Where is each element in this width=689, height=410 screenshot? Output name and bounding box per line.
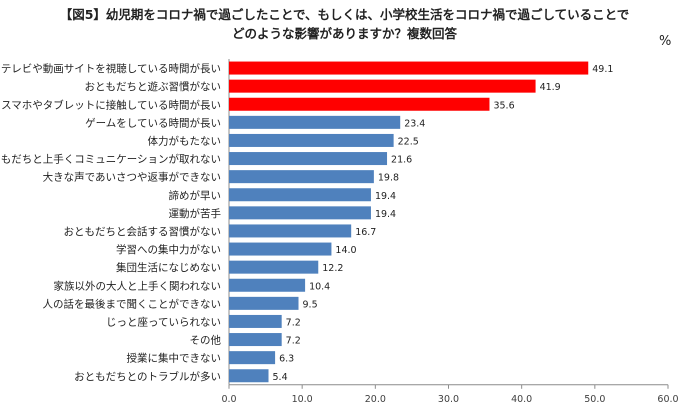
x-tick-label: 20.0 bbox=[365, 394, 386, 405]
bar bbox=[229, 333, 282, 347]
category-label: 集団生活になじめない bbox=[116, 261, 221, 274]
value-label: 35.6 bbox=[493, 100, 514, 111]
value-label: 5.4 bbox=[273, 372, 288, 383]
value-label: 9.5 bbox=[303, 299, 318, 310]
category-label: おともだちと会話する習慣がない bbox=[64, 225, 222, 238]
x-tick-label: 10.0 bbox=[292, 394, 313, 405]
value-label: 19.4 bbox=[375, 209, 396, 220]
bar bbox=[229, 115, 401, 129]
x-tick-label: 0.0 bbox=[221, 394, 236, 405]
bar bbox=[229, 79, 536, 93]
bar bbox=[229, 260, 319, 274]
bar bbox=[229, 224, 352, 238]
value-label: 14.0 bbox=[335, 245, 356, 256]
category-label: 大きな声であいさつや返事ができない bbox=[43, 171, 221, 184]
value-label: 19.4 bbox=[375, 191, 396, 202]
value-label: 10.4 bbox=[309, 281, 330, 292]
chart-title-line1: 【図5】幼児期をコロナ禍で過ごしたことで、もしくは、小学校生活をコロナ禍で過ごし… bbox=[59, 7, 630, 22]
bar bbox=[229, 188, 371, 202]
value-label: 7.2 bbox=[286, 336, 301, 347]
bar bbox=[229, 242, 332, 256]
unit-label: % bbox=[659, 34, 672, 49]
category-label: 体力がもたない bbox=[148, 134, 222, 147]
category-label: テレビや動画サイトを視聴している時間が長い bbox=[1, 62, 221, 75]
value-label: 19.8 bbox=[378, 173, 399, 184]
bar bbox=[229, 369, 269, 383]
category-label: 諦めが早い bbox=[169, 189, 222, 202]
category-label: 運動が苦手 bbox=[169, 207, 222, 220]
bar bbox=[229, 351, 276, 365]
x-tick-label: 40.0 bbox=[511, 394, 532, 405]
category-label: その他 bbox=[190, 334, 222, 347]
value-label: 23.4 bbox=[404, 118, 425, 129]
category-label: スマホやタブレットに接触している時間が長い bbox=[1, 98, 221, 111]
bar bbox=[229, 152, 388, 166]
value-label: 12.2 bbox=[322, 263, 343, 274]
category-label: おともだちと上手くコミュニケーションが取れない bbox=[0, 153, 221, 166]
value-label: 7.2 bbox=[286, 317, 301, 328]
bar bbox=[229, 97, 490, 111]
value-label: 22.5 bbox=[398, 136, 419, 147]
category-label: 家族以外の大人と上手く関われない bbox=[54, 279, 221, 292]
value-label: 16.7 bbox=[355, 227, 376, 238]
x-tick-label: 50.0 bbox=[584, 394, 605, 405]
bar bbox=[229, 296, 299, 310]
bar bbox=[229, 133, 394, 147]
x-tick-label: 60.0 bbox=[657, 394, 678, 405]
category-label: おともだちとのトラブルが多い bbox=[74, 370, 221, 383]
value-label: 49.1 bbox=[592, 64, 613, 75]
category-label: じっと座っていられない bbox=[106, 315, 221, 328]
bar bbox=[229, 206, 371, 220]
category-label: おともだちと遊ぶ習慣がない bbox=[85, 80, 222, 93]
value-label: 41.9 bbox=[540, 82, 561, 93]
value-label: 6.3 bbox=[279, 354, 294, 365]
category-label: 人の話を最後まで聞くことができない bbox=[43, 297, 222, 310]
value-label: 21.6 bbox=[391, 155, 412, 166]
bar bbox=[229, 170, 374, 184]
bar bbox=[229, 278, 306, 292]
category-label: ゲームをしている時間が長い bbox=[85, 116, 221, 129]
bar bbox=[229, 61, 589, 75]
x-tick-label: 30.0 bbox=[438, 394, 459, 405]
category-label: 学習への集中力がない bbox=[116, 243, 221, 256]
category-label: 授業に集中できない bbox=[127, 352, 222, 365]
chart-title-line2: どのような影響がありますか？複数回答 bbox=[231, 26, 457, 41]
bar bbox=[229, 314, 282, 328]
